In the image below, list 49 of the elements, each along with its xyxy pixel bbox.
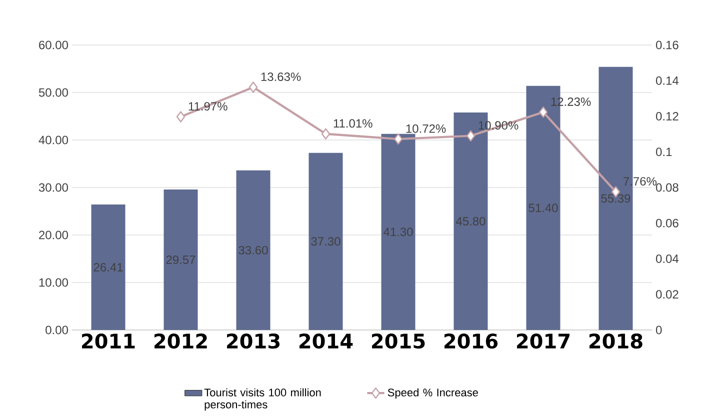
data-label: 29.57 [166, 256, 196, 264]
data-label: 37.30 [311, 237, 340, 246]
x-tick-label: 2012 [154, 334, 207, 349]
legend-label: Speed % Increase [388, 388, 478, 399]
y2-tick-label: 0.06 [656, 218, 678, 228]
y-tick-label: 20.00 [39, 230, 68, 240]
data-label: 41.30 [384, 228, 413, 236]
y2-tick-label: 0.14 [656, 76, 679, 85]
x-tick-label: 2017 [516, 334, 570, 349]
bar [236, 170, 270, 330]
y-tick-label: 0.00 [46, 326, 68, 334]
point [321, 128, 330, 140]
point [466, 130, 476, 142]
point [248, 82, 258, 93]
x-tick-label: 2013 [227, 334, 280, 349]
data-label: 11.97% [188, 102, 228, 111]
y2-tick-label: 0.08 [656, 183, 678, 192]
point [394, 133, 403, 145]
bar [308, 152, 343, 330]
y-tick-label: 50.00 [38, 88, 68, 97]
legend-label: Tourist visits 100 million person-times [204, 388, 321, 411]
y2-tick-label: 0.04 [656, 254, 679, 263]
y2-tick-label: 0.1 [656, 148, 672, 156]
bar [381, 134, 416, 330]
y2-tick-label: 0.12 [656, 112, 678, 120]
data-label: 45.80 [456, 216, 486, 226]
y-tick-label: 10.00 [39, 278, 68, 287]
y-tick-label: 60.00 [39, 40, 68, 50]
data-label: 13.63% [261, 72, 301, 81]
y-tick-label: 30.00 [38, 183, 68, 192]
x-tick-label: 2016 [444, 334, 498, 349]
x-tick-label: 2015 [372, 334, 425, 349]
y2-tick-label: 0 [656, 326, 662, 334]
y-tick-label: 40.00 [38, 136, 68, 144]
x-tick-label: 2018 [589, 334, 642, 349]
data-label: 11.01% [334, 119, 372, 128]
point [176, 111, 186, 122]
x-tick-label: 2011 [82, 334, 135, 349]
bar [91, 204, 126, 330]
y2-tick-label: 0.02 [656, 290, 678, 299]
x-tick-label: 2014 [300, 334, 353, 349]
data-label: 10.72% [406, 124, 446, 133]
data-label: 33.60 [238, 246, 268, 254]
point [538, 106, 548, 118]
bar [164, 190, 198, 330]
data-label: 51.40 [528, 204, 558, 212]
data-label: 26.41 [94, 263, 123, 272]
data-label: 55.39 [601, 194, 630, 203]
y2-tick-label: 0.16 [656, 40, 678, 50]
